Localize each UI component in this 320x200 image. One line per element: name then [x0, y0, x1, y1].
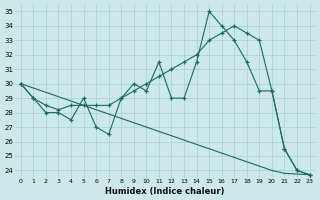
X-axis label: Humidex (Indice chaleur): Humidex (Indice chaleur) [106, 187, 225, 196]
